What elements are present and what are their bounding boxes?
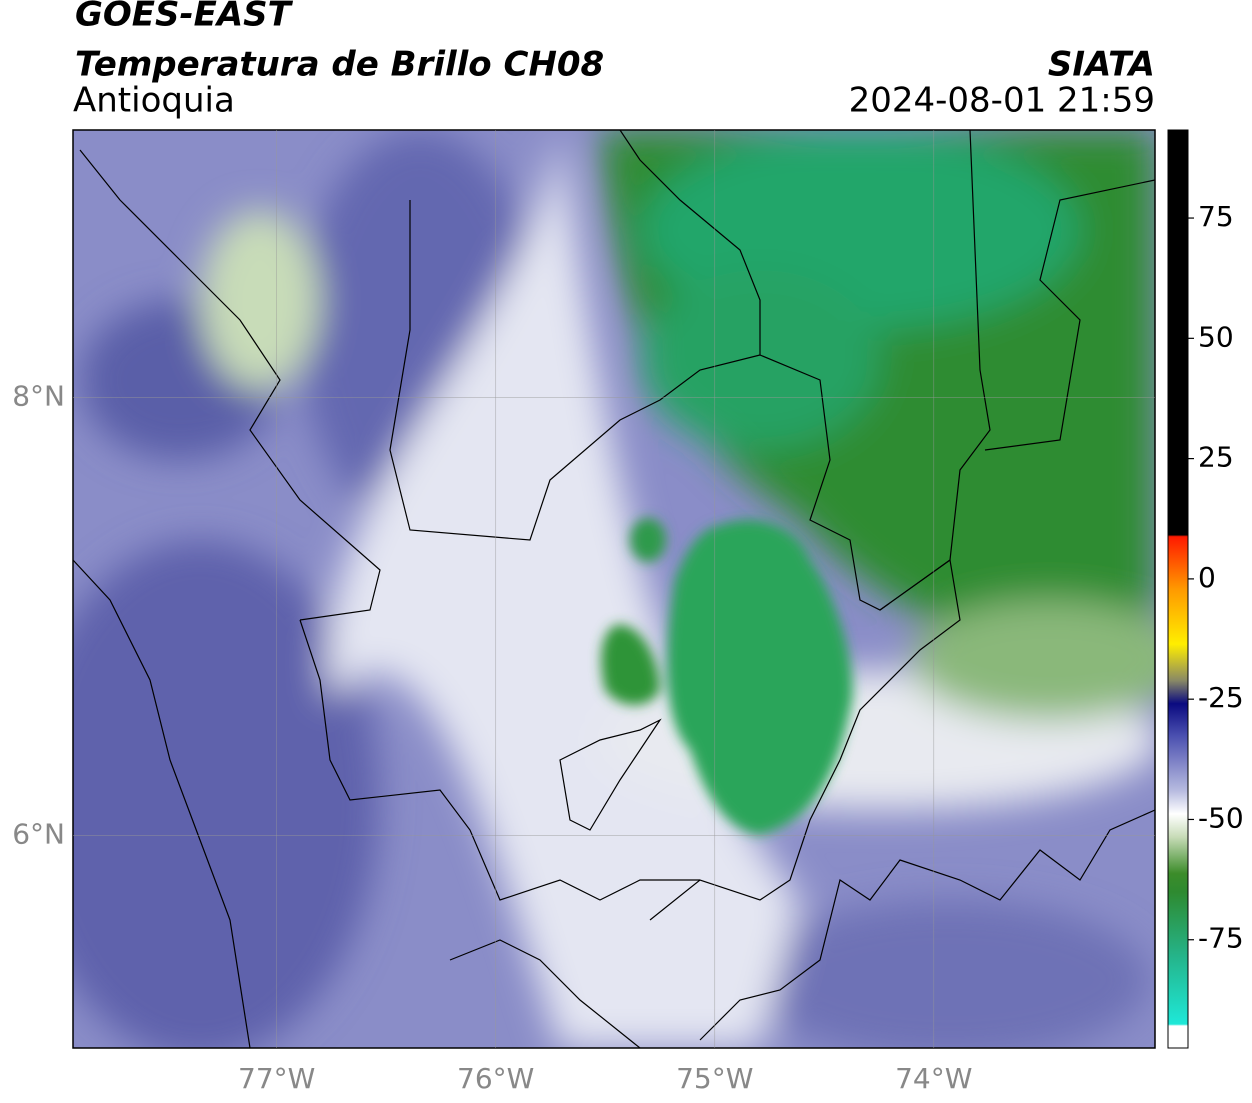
colorbar-tick-label: 25 [1198, 441, 1234, 474]
colorbar-tick-label: -50 [1198, 801, 1244, 834]
satellite-image [73, 130, 1155, 1048]
region: Antioquia [73, 81, 235, 121]
map-frame [72, 129, 1156, 1049]
colorbar-tick-label: 0 [1198, 561, 1216, 594]
datetime: 2024-08-01 21:59 [849, 81, 1155, 121]
borders [73, 130, 1155, 1048]
subtitle: Temperatura de Brillo CH08 [75, 45, 604, 85]
source: SIATA [1048, 45, 1155, 85]
colorbar [1167, 129, 1189, 1049]
x-tick-label: 74°W [895, 1062, 972, 1095]
x-tick-label: 77°W [238, 1062, 315, 1095]
y-tick-label: 6°N [12, 817, 65, 850]
colorbar-tick-label: 50 [1198, 320, 1234, 353]
y-tick-label: 8°N [12, 379, 65, 412]
colorbar-tick-label: -25 [1198, 681, 1244, 714]
x-tick-label: 76°W [457, 1062, 534, 1095]
colorbar-tick-label: -75 [1198, 922, 1244, 955]
title: GOES-EAST [75, 0, 294, 35]
x-tick-label: 75°W [676, 1062, 753, 1095]
colorbar-tick-label: 75 [1198, 200, 1234, 233]
